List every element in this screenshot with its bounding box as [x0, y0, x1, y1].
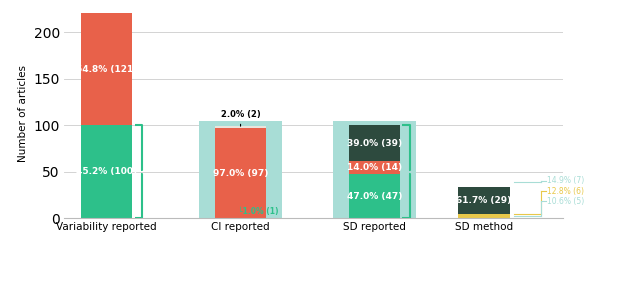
Text: 10.6% (5): 10.6% (5)	[547, 197, 584, 206]
Text: └1.0% (1): └1.0% (1)	[238, 207, 278, 216]
Text: 54.8% (121): 54.8% (121)	[76, 65, 138, 74]
Text: 14.0% (14): 14.0% (14)	[347, 164, 402, 172]
Text: 12.8% (6): 12.8% (6)	[547, 187, 584, 196]
Text: 97.0% (97): 97.0% (97)	[213, 168, 268, 178]
Text: 61.7% (29): 61.7% (29)	[456, 195, 512, 205]
Y-axis label: Number of articles: Number of articles	[18, 65, 28, 162]
Bar	[215, 126, 266, 128]
Bar	[349, 175, 400, 218]
Text: 2.0% (2): 2.0% (2)	[221, 110, 260, 126]
Bar	[349, 125, 400, 161]
Text: 39.0% (39): 39.0% (39)	[347, 139, 402, 148]
Text: 47.0% (47): 47.0% (47)	[347, 192, 402, 201]
Bar	[349, 161, 400, 175]
Text: 14.9% (7): 14.9% (7)	[547, 176, 584, 185]
Text: 45.2% (100): 45.2% (100)	[76, 167, 137, 176]
Bar	[199, 121, 282, 218]
Bar	[458, 187, 509, 214]
Bar	[215, 128, 266, 218]
Bar	[458, 214, 509, 218]
Bar	[81, 13, 132, 125]
Bar	[333, 121, 416, 218]
Bar	[81, 125, 132, 218]
